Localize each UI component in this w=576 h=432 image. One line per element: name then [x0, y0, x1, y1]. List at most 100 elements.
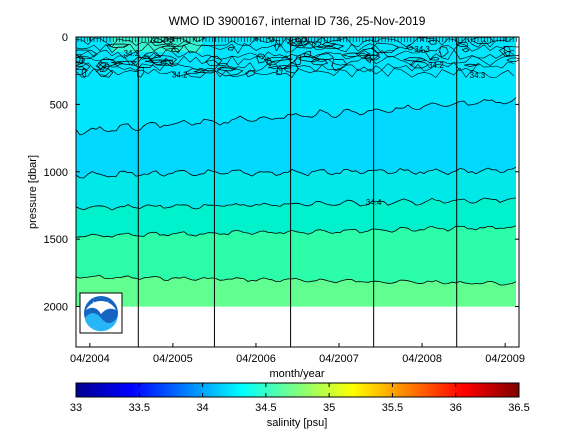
y-tick-label: 500: [50, 99, 68, 111]
surface-contour: [110, 60, 138, 66]
surface-contour: [331, 58, 348, 72]
surface-contour: [284, 65, 300, 74]
surface-contour: [192, 37, 206, 42]
surface-contour: [438, 46, 449, 57]
surface-contour: [216, 67, 244, 77]
surface-contour: [95, 67, 114, 78]
colorbar-tick-label: 33.5: [129, 402, 150, 414]
plot-frame: [75, 36, 520, 348]
x-tick-label: 04/2005: [153, 353, 193, 365]
surface-contour-line: [76, 61, 515, 73]
colorbar-tick-label: 33: [70, 402, 82, 414]
plot-area: 34.4 34.3 34.2 34.3 34.2 34.4 34.2 34.3: [68, 37, 519, 347]
surface-contour: [303, 51, 312, 57]
float-cycle-lines: [137, 37, 458, 347]
colorbar-tick-label: 35: [323, 402, 335, 414]
surface-contour: [97, 59, 118, 68]
surface-contour: [406, 44, 414, 51]
surface-contour: [462, 47, 470, 53]
x-tick-label: 04/2009: [485, 353, 525, 365]
colorbar-tick-label: 36.5: [508, 402, 529, 414]
surface-contour: [321, 41, 337, 48]
colorbar-tick-label: 35.5: [382, 402, 403, 414]
contour-label: 34.3: [68, 57, 84, 66]
contour-label: 34.2: [172, 70, 188, 79]
surface-fresh-patch: [112, 37, 202, 52]
surface-contour: [205, 55, 223, 67]
surface-contour: [76, 65, 88, 75]
surface-contour: [342, 52, 370, 58]
contour-line-34.3: [76, 166, 517, 179]
y-axis-label: pressure [dbar]: [27, 155, 39, 229]
surface-contour-line: [76, 37, 515, 48]
surface-contour: [149, 37, 175, 46]
surface-contour: [498, 46, 519, 57]
surface-contour: [76, 62, 91, 71]
surface-contour-noise: [76, 37, 519, 79]
noaa-logo: NOAA: [79, 292, 123, 334]
contour-line-34.2: [76, 97, 517, 136]
x-tick-label: 04/2004: [70, 353, 110, 365]
contour-line-34.4: [76, 197, 517, 211]
colorbar-tick-label: 36: [450, 402, 462, 414]
surface-contour: [298, 37, 309, 47]
surface-contour: [76, 54, 86, 67]
x-axis-label: month/year: [269, 368, 324, 380]
surface-contour: [289, 40, 317, 49]
surface-contour: [244, 69, 256, 78]
surface-contour: [427, 40, 437, 45]
surface-contour-line: [76, 43, 515, 54]
surface-contour: [503, 46, 511, 56]
contour-label: 34.2: [124, 49, 140, 58]
colorbar-ticks: 33 33.5 34 34.5 35 35.5 36 36.5: [70, 383, 530, 414]
y-axis: 0 500 1000 1500 2000: [44, 32, 519, 314]
salinity-band: [76, 197, 516, 238]
salinity-contours: [76, 97, 517, 286]
surface-contour: [311, 41, 322, 48]
chart-title: WMO ID 3900167, internal ID 736, 25-Nov-…: [169, 14, 426, 28]
surface-contour: [267, 37, 275, 43]
surface-contour-line: [76, 67, 515, 78]
y-tick-label: 1000: [44, 167, 68, 179]
contour-label: 34.3: [470, 71, 486, 80]
surface-contour: [170, 47, 180, 53]
surface-contour: [185, 68, 206, 78]
contour-label: 34.2: [428, 61, 444, 70]
salinity-band: [76, 275, 516, 307]
surface-contour: [464, 63, 480, 67]
surface-contour: [97, 62, 110, 72]
surface-contour: [265, 56, 272, 67]
surface-contour: [506, 57, 519, 62]
colorbar: 33 33.5 34 34.5 35 35.5 36 36.5 salinity [psu]: [70, 382, 530, 429]
colorbar-ramp: [75, 382, 520, 398]
x-tick-label: 04/2007: [319, 353, 359, 365]
salinity-band: [76, 225, 516, 285]
surface-contour: [273, 40, 281, 52]
surface-contour: [163, 37, 192, 48]
surface-contour: [267, 65, 292, 70]
surface-contour: [276, 66, 283, 76]
contour-label: 34.4: [366, 198, 382, 207]
surface-contour: [217, 66, 237, 72]
y-tick-label: 1500: [44, 234, 68, 246]
surface-contour: [142, 51, 161, 60]
surface-contour: [455, 41, 469, 48]
contour-label: 34.3: [414, 45, 430, 54]
surface-contour: [429, 56, 440, 61]
surface-contour: [298, 56, 321, 63]
surface-contour: [317, 43, 345, 49]
profile-tick-marks: [77, 37, 517, 42]
y-tick-label: 2000: [44, 302, 68, 314]
contour-labels: 34.4 34.3 34.2 34.3 34.2 34.4 34.2 34.3: [68, 45, 486, 207]
x-tick-label: 04/2006: [236, 353, 276, 365]
salinity-band: [76, 37, 516, 135]
surface-contour-line: [76, 55, 515, 66]
x-axis: 04/2004 04/2005 04/2006 04/2007 04/2008 04/20…: [70, 37, 525, 365]
surface-contour: [264, 56, 293, 62]
salinity-band: [76, 97, 516, 178]
surface-contour: [153, 37, 165, 44]
logo-wordmark: NOAA: [92, 302, 109, 308]
colorbar-label: salinity [psu]: [267, 417, 328, 429]
surface-contour: [256, 53, 267, 64]
surface-contour: [310, 58, 329, 66]
